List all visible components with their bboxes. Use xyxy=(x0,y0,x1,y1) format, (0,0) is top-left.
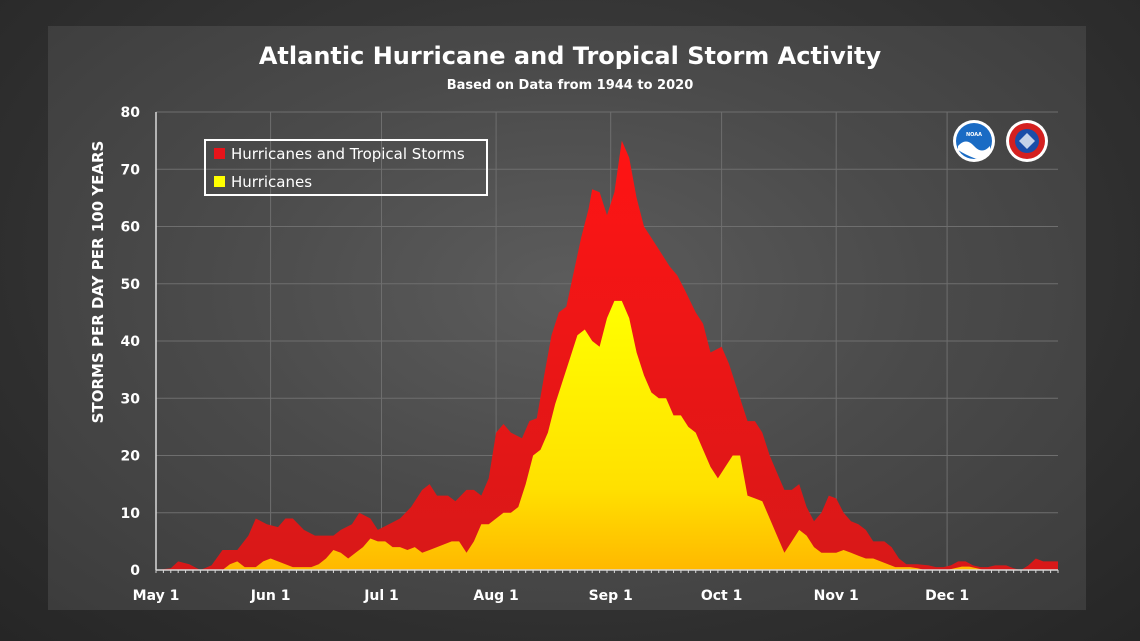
noaa-logo-text: NOAA xyxy=(966,132,982,138)
y-tick-label: 0 xyxy=(130,563,140,579)
y-tick-label: 20 xyxy=(121,449,141,465)
axes xyxy=(155,112,1059,573)
x-tick-label: Jun 1 xyxy=(250,588,291,604)
x-tick-label: Dec 1 xyxy=(925,588,969,604)
noaa-logo: NOAA xyxy=(953,120,995,162)
y-axis-label: STORMS PER DAY PER 100 YEARS xyxy=(89,141,107,424)
y-tick-label: 40 xyxy=(121,334,141,350)
area-hurricanes xyxy=(156,300,1058,570)
nws-logo xyxy=(1006,120,1048,162)
legend-swatch-yellow xyxy=(214,176,225,187)
legend: Hurricanes and Tropical Storms Hurricane… xyxy=(204,139,488,196)
legend-swatch-red xyxy=(214,148,225,159)
y-tick-label: 80 xyxy=(121,105,141,121)
y-tick-label: 50 xyxy=(121,277,141,293)
legend-label-storms: Hurricanes and Tropical Storms xyxy=(231,145,465,163)
x-tick-label: Sep 1 xyxy=(589,588,633,604)
x-tick-label: Nov 1 xyxy=(814,588,859,604)
x-tick-labels: May 1 Jun 1 Jul 1 Aug 1 Sep 1 Oct 1 Nov 1 Dec 1 xyxy=(133,588,969,604)
legend-box xyxy=(204,139,488,196)
x-tick-label: Oct 1 xyxy=(701,588,743,604)
y-tick-label: 10 xyxy=(121,506,141,522)
y-tick-label: 70 xyxy=(121,162,141,178)
x-tick-label: May 1 xyxy=(133,588,180,604)
chart-title: Atlantic Hurricane and Tropical Storm Ac… xyxy=(259,42,882,70)
x-tick-label: Jul 1 xyxy=(363,588,399,604)
y-tick-labels: 0 10 20 30 40 50 60 70 80 xyxy=(121,105,141,579)
chart-subtitle: Based on Data from 1944 to 2020 xyxy=(447,78,694,93)
x-tick-label: Aug 1 xyxy=(473,588,518,604)
y-tick-label: 30 xyxy=(121,391,141,407)
plot-areas xyxy=(156,140,1058,570)
y-tick-label: 60 xyxy=(121,220,141,236)
legend-label-hurricanes: Hurricanes xyxy=(231,173,312,191)
